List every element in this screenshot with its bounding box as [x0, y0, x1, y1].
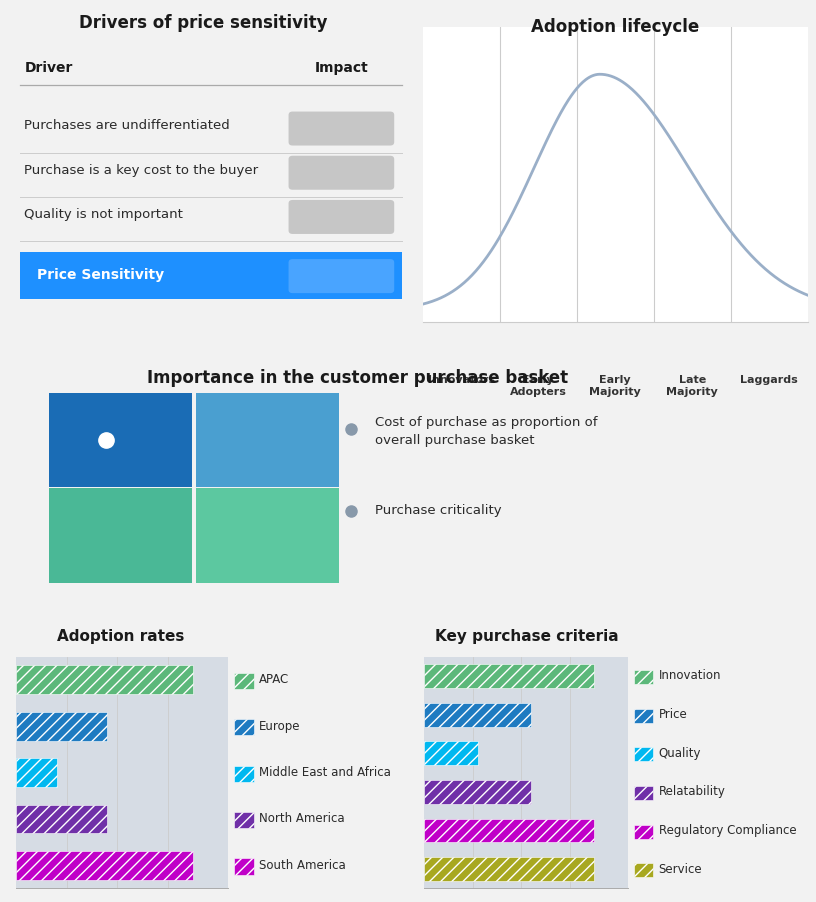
Bar: [424, 664, 594, 688]
Bar: [424, 818, 594, 842]
Text: Middle East and Africa: Middle East and Africa: [259, 766, 391, 779]
Bar: [634, 709, 653, 723]
Bar: [16, 805, 107, 833]
Text: Purchase criticality: Purchase criticality: [375, 504, 502, 518]
FancyBboxPatch shape: [289, 259, 394, 293]
Text: Innovators: Innovators: [428, 375, 494, 385]
Text: Relatability: Relatability: [659, 786, 725, 798]
Bar: [634, 824, 653, 839]
Bar: [234, 812, 254, 828]
Bar: [49, 489, 192, 583]
FancyBboxPatch shape: [289, 200, 394, 234]
Text: Price Sensitivity: Price Sensitivity: [37, 269, 164, 282]
Text: Drivers of price sensitivity: Drivers of price sensitivity: [79, 14, 327, 32]
FancyBboxPatch shape: [289, 156, 394, 189]
Bar: [234, 859, 254, 875]
Bar: [49, 392, 192, 487]
Text: Early
Adopters: Early Adopters: [510, 375, 566, 397]
Bar: [16, 666, 193, 695]
Bar: [634, 786, 653, 800]
Bar: [634, 748, 653, 761]
Text: Importance in the customer purchase basket: Importance in the customer purchase bask…: [147, 369, 568, 387]
Text: Europe: Europe: [259, 720, 300, 732]
Bar: [234, 719, 254, 735]
Bar: [634, 863, 653, 878]
Text: Price: Price: [659, 708, 687, 721]
Bar: [424, 703, 531, 727]
FancyBboxPatch shape: [289, 112, 394, 145]
Text: Service: Service: [659, 862, 703, 876]
Bar: [424, 857, 594, 881]
Bar: [424, 780, 531, 804]
Text: Purchase is a key cost to the buyer: Purchase is a key cost to the buyer: [24, 163, 259, 177]
Text: Adoption lifecycle: Adoption lifecycle: [531, 18, 699, 36]
Text: Late
Majority: Late Majority: [667, 375, 718, 397]
Bar: [234, 673, 254, 689]
Bar: [424, 741, 477, 765]
Text: Laggards: Laggards: [740, 375, 798, 385]
Text: Key purchase criteria: Key purchase criteria: [434, 629, 619, 644]
Text: Early
Majority: Early Majority: [589, 375, 641, 397]
Text: Driver: Driver: [24, 61, 73, 75]
Text: Adoption rates: Adoption rates: [56, 629, 184, 644]
Bar: [16, 851, 193, 879]
Text: North America: North America: [259, 813, 344, 825]
Text: Impact: Impact: [314, 61, 368, 75]
Text: APAC: APAC: [259, 673, 289, 686]
Text: Quality is not important: Quality is not important: [24, 207, 184, 221]
Bar: [16, 712, 107, 741]
Text: Purchases are undifferentiated: Purchases are undifferentiated: [24, 119, 230, 133]
Text: Quality: Quality: [659, 747, 701, 759]
Text: South America: South America: [259, 859, 345, 872]
Bar: [20, 252, 402, 299]
Bar: [16, 759, 57, 787]
Bar: [234, 766, 254, 782]
Bar: [196, 489, 339, 583]
Bar: [196, 392, 339, 487]
Text: Innovation: Innovation: [659, 669, 721, 683]
Text: Regulatory Compliance: Regulatory Compliance: [659, 824, 796, 837]
Bar: [634, 670, 653, 684]
Text: Cost of purchase as proportion of
overall purchase basket: Cost of purchase as proportion of overal…: [375, 417, 598, 447]
